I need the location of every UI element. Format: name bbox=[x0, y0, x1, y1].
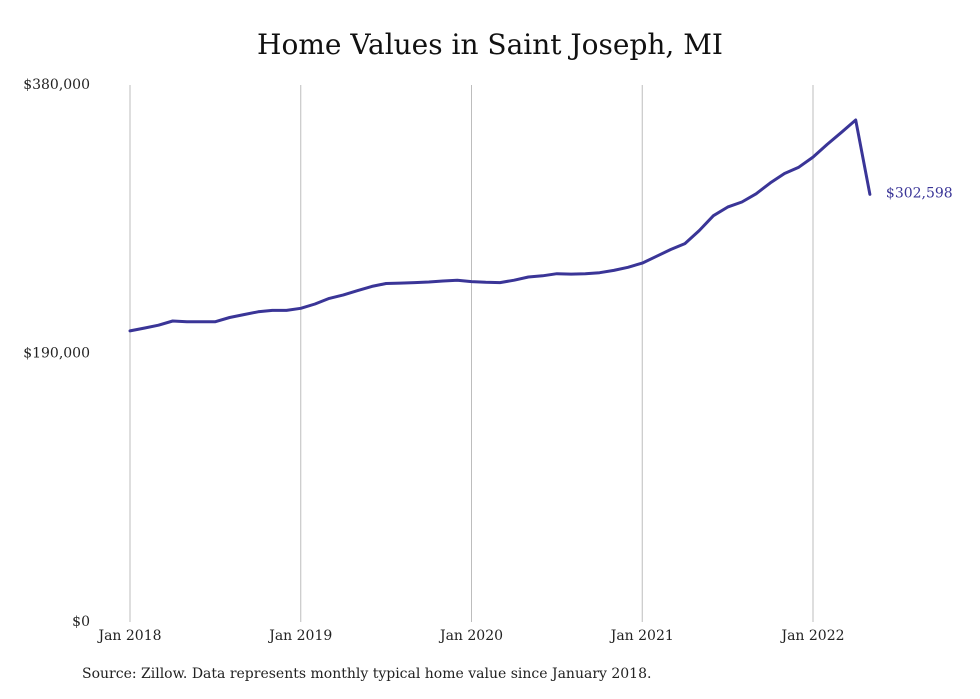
home-value-line bbox=[128, 118, 872, 333]
y-tick-label: $380,000 bbox=[23, 77, 90, 93]
y-tick-label: $0 bbox=[72, 614, 90, 630]
x-tick-label: Jan 2018 bbox=[96, 628, 161, 644]
x-tick-label: Jan 2019 bbox=[267, 628, 332, 644]
x-tick-label: Jan 2020 bbox=[438, 628, 503, 644]
end-value-label: $302,598 bbox=[886, 185, 953, 201]
y-axis-ticks: $0 $190,000 $380,000 bbox=[23, 77, 90, 630]
y-tick-label: $190,000 bbox=[23, 346, 90, 362]
x-axis-ticks: Jan 2018 Jan 2019 Jan 2020 Jan 2021 Jan 2022 bbox=[96, 628, 844, 644]
source-note: Source: Zillow. Data represents monthly … bbox=[82, 666, 652, 682]
chart-title: Home Values in Saint Joseph, MI bbox=[257, 28, 723, 61]
vertical-grid bbox=[129, 85, 814, 622]
x-tick-label: Jan 2021 bbox=[609, 628, 674, 644]
x-tick-label: Jan 2022 bbox=[779, 628, 844, 644]
